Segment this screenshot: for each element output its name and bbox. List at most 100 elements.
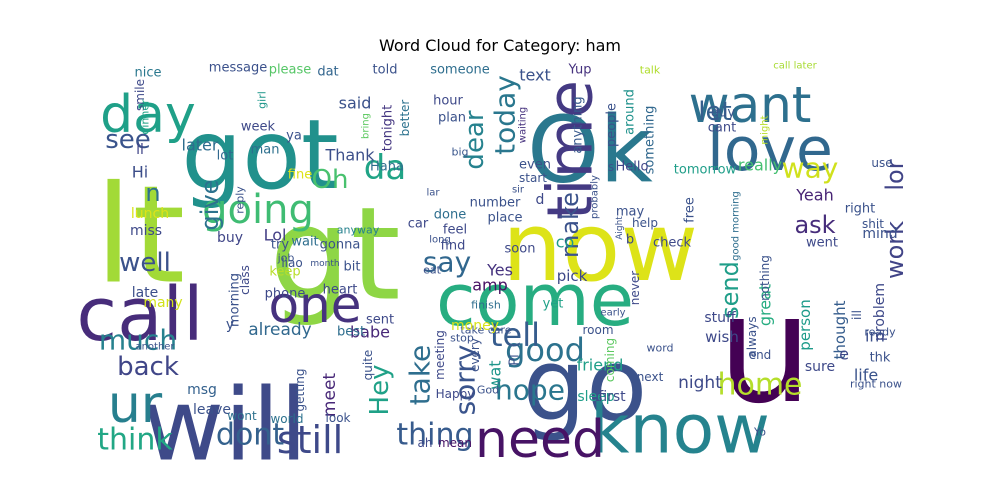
- word-dear: dear: [460, 110, 490, 169]
- word-best: best: [337, 325, 365, 340]
- word-n: n: [145, 179, 160, 207]
- word-e: e: [839, 345, 849, 364]
- word-ready: ready: [864, 326, 896, 339]
- word-ah: ah: [418, 436, 433, 450]
- word-let: let: [698, 97, 731, 127]
- word-home: home: [717, 368, 802, 403]
- word-right: right: [845, 202, 876, 217]
- word-someone: someone: [430, 63, 490, 78]
- word-money: money: [451, 318, 499, 334]
- word-thing: thing: [396, 418, 473, 453]
- word-da: da: [364, 148, 406, 188]
- word-said: said: [339, 94, 372, 113]
- word-plan: plan: [438, 111, 466, 126]
- word-good: good: [505, 331, 585, 369]
- word-problem: problem: [872, 283, 888, 341]
- word-yeah: Yeah: [795, 186, 833, 205]
- word-late: late: [132, 285, 159, 301]
- word-ill: ill: [850, 310, 864, 320]
- word-car: car: [408, 217, 429, 232]
- word-cant: cant: [708, 121, 736, 136]
- word-sir: sir: [512, 185, 525, 196]
- word-d: d: [536, 192, 545, 208]
- word-gonna: gonna: [320, 238, 361, 253]
- word-eat: eat: [423, 264, 442, 277]
- word-lol: Lol: [264, 226, 287, 245]
- word-stuff: stuff: [704, 310, 736, 326]
- word-god: God: [477, 384, 499, 397]
- word-dinner: dinner: [139, 99, 152, 135]
- word-never: never: [628, 271, 642, 305]
- word-see: see: [105, 125, 151, 155]
- word-ask: ask: [794, 211, 835, 239]
- word-room: room: [582, 323, 613, 337]
- word-sorry: sorry: [449, 345, 482, 416]
- word-later: later: [182, 136, 219, 155]
- word-haha: Haha: [370, 160, 404, 175]
- word-please: please: [269, 63, 312, 78]
- word-week: week: [241, 120, 276, 135]
- word-stop: stop: [450, 332, 474, 345]
- word-hour: hour: [433, 94, 463, 109]
- word-dont: dont: [216, 418, 284, 453]
- word-long: long: [429, 235, 451, 246]
- word-want: want: [689, 76, 812, 134]
- word-gt: gt: [269, 181, 400, 330]
- word-hope: hope: [495, 374, 565, 407]
- word-word: word: [646, 342, 673, 355]
- word-know: know: [590, 391, 770, 470]
- word-went: went: [806, 236, 838, 251]
- word-sure: sure: [805, 359, 835, 375]
- word-feel: feel: [443, 223, 467, 238]
- word-take-care: take care: [460, 324, 511, 337]
- word-s: s: [608, 160, 614, 174]
- word-will: will: [142, 367, 307, 484]
- word-go: go: [523, 327, 648, 444]
- word-free: free: [683, 197, 698, 223]
- word-text: text: [519, 66, 551, 85]
- word-thank: Thank: [324, 146, 375, 165]
- word-meet: meet: [320, 373, 340, 417]
- word-day: day: [100, 85, 196, 145]
- word-take: take: [404, 345, 437, 406]
- word-told: told: [373, 63, 398, 78]
- word-time: time: [534, 80, 607, 220]
- word-phone: phone: [265, 287, 306, 302]
- word-great: great: [756, 284, 775, 326]
- word-hello: Hello: [616, 160, 649, 175]
- word-find: find: [441, 239, 466, 254]
- word-lot: lot: [217, 149, 234, 164]
- word-done: done: [434, 208, 466, 223]
- word-lunch: lunch: [131, 206, 169, 222]
- word-may: may: [616, 205, 645, 220]
- word-use: use: [871, 156, 892, 170]
- word-getting: getting: [293, 369, 307, 412]
- word-start: start: [519, 171, 547, 185]
- word-bit: bit: [344, 260, 361, 275]
- word-tell: tell: [490, 316, 540, 354]
- word-fine: fine: [288, 168, 312, 183]
- word-hey: Hey: [365, 365, 395, 416]
- word-first: first: [598, 389, 626, 405]
- word-need: need: [475, 410, 605, 470]
- word-wont: wont: [227, 409, 257, 423]
- word-ur: ur: [108, 375, 163, 435]
- word-buy: buy: [217, 230, 243, 246]
- word-back: back: [117, 352, 179, 382]
- word-person: person: [796, 299, 814, 350]
- word-many: many: [143, 295, 182, 311]
- word-anyway: anyway: [337, 224, 380, 237]
- word-right-now: right now: [850, 378, 902, 391]
- word-might: might: [760, 115, 771, 144]
- word-already: already: [248, 320, 311, 340]
- word-smile: smile: [133, 79, 147, 111]
- word-u: u: [717, 263, 812, 437]
- word-around: around: [623, 89, 638, 135]
- word-man: man: [251, 143, 280, 158]
- word-lor: lor: [881, 159, 909, 190]
- word-morning: morning: [228, 273, 243, 327]
- word-co: co: [556, 233, 575, 252]
- word-shit: shit: [862, 217, 884, 231]
- word-look: look: [326, 411, 351, 425]
- word-place: place: [488, 211, 523, 226]
